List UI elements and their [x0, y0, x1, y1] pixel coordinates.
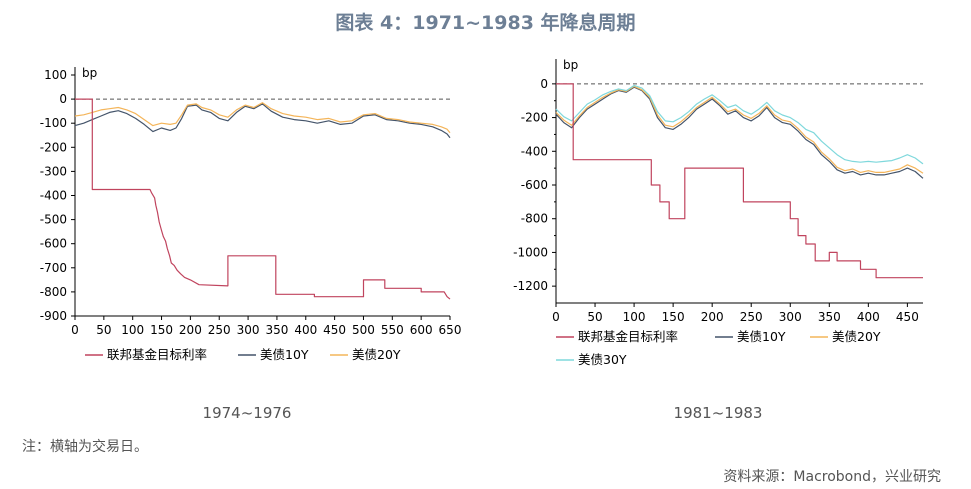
- y-tick-label: -900: [40, 309, 67, 323]
- x-tick-label: 400: [857, 310, 880, 324]
- chart-2-caption: 1981~1983: [673, 404, 763, 422]
- legend-entry: 联邦基金目标利率: [578, 329, 678, 344]
- y-tick-label: 0: [540, 77, 548, 91]
- figure-title: 图表 4：1971~1983 年降息周期: [335, 12, 636, 34]
- x-tick-label: 50: [96, 323, 111, 337]
- x-tick-label: 250: [740, 310, 763, 324]
- x-tick-label: 650: [439, 323, 462, 337]
- y-tick-label: -200: [521, 111, 548, 125]
- x-tick-label: 100: [623, 310, 646, 324]
- source-note: 资料来源：Macrobond，兴业研究: [723, 469, 941, 485]
- x-tick-label: 50: [587, 310, 602, 324]
- x-tick-label: 350: [265, 323, 288, 337]
- legend-entry: 联邦基金目标利率: [107, 347, 207, 362]
- y-tick-label: -600: [521, 178, 548, 192]
- x-tick-label: 300: [237, 323, 260, 337]
- y-tick-label: -800: [521, 212, 548, 226]
- y-tick-label: -700: [40, 261, 67, 275]
- legend-entry: 美债10Y: [737, 329, 786, 344]
- y-tick-label: 0: [59, 92, 67, 106]
- y-tick-label: -100: [40, 116, 67, 130]
- y-axis-label: bp: [563, 58, 578, 72]
- series-line-3: [74, 102, 451, 134]
- legend-entry: 美债20Y: [832, 329, 881, 344]
- y-tick-label: -200: [40, 140, 67, 154]
- y-tick-label: -400: [521, 144, 548, 158]
- y-tick-label: -300: [40, 164, 67, 178]
- y-tick-label: -500: [40, 213, 67, 227]
- y-axis-label: bp: [82, 66, 97, 80]
- series-line-4: [555, 84, 924, 165]
- x-tick-label: 150: [662, 310, 685, 324]
- legend-entry: 美债10Y: [260, 347, 309, 362]
- y-tick-label: -400: [40, 189, 67, 203]
- legend-entry: 美债20Y: [352, 347, 401, 362]
- x-tick-label: 450: [323, 323, 346, 337]
- x-tick-label: 350: [818, 310, 841, 324]
- legend-entry: 美债30Y: [578, 352, 627, 367]
- x-tick-label: 600: [410, 323, 433, 337]
- x-tick-label: 550: [381, 323, 404, 337]
- x-tick-label: 200: [701, 310, 724, 324]
- x-tick-label: 300: [779, 310, 802, 324]
- x-tick-label: 250: [208, 323, 231, 337]
- x-tick-label: 400: [294, 323, 317, 337]
- x-tick-label: 100: [121, 323, 144, 337]
- chart-1-caption: 1974~1976: [202, 404, 292, 422]
- chart-1: 100 0 -100 -200 -300 -400 -500 -600 -700 -800 -900…: [40, 66, 462, 362]
- y-tick-label: 100: [44, 68, 67, 82]
- x-tick-label: 500: [352, 323, 375, 337]
- series-line-2: [74, 103, 451, 139]
- y-tick-label: -800: [40, 285, 67, 299]
- x-tick-label: 200: [179, 323, 202, 337]
- series-line-3: [555, 85, 924, 174]
- y-tick-label: -1200: [513, 279, 548, 293]
- x-tick-label: 0: [552, 310, 560, 324]
- series-line-2: [555, 86, 924, 179]
- footnote: 注：横轴为交易日。: [22, 439, 148, 455]
- chart-2: 0 -200 -400 -600 -800 -1000 -1200 0 50 100 150 200 2…: [513, 58, 924, 367]
- x-tick-label: 0: [71, 323, 79, 337]
- y-tick-label: -600: [40, 237, 67, 251]
- series-line-1: [556, 83, 923, 279]
- y-tick-label: -1000: [513, 245, 548, 259]
- series-line-1: [75, 98, 451, 300]
- x-tick-label: 150: [150, 323, 173, 337]
- x-tick-label: 450: [896, 310, 919, 324]
